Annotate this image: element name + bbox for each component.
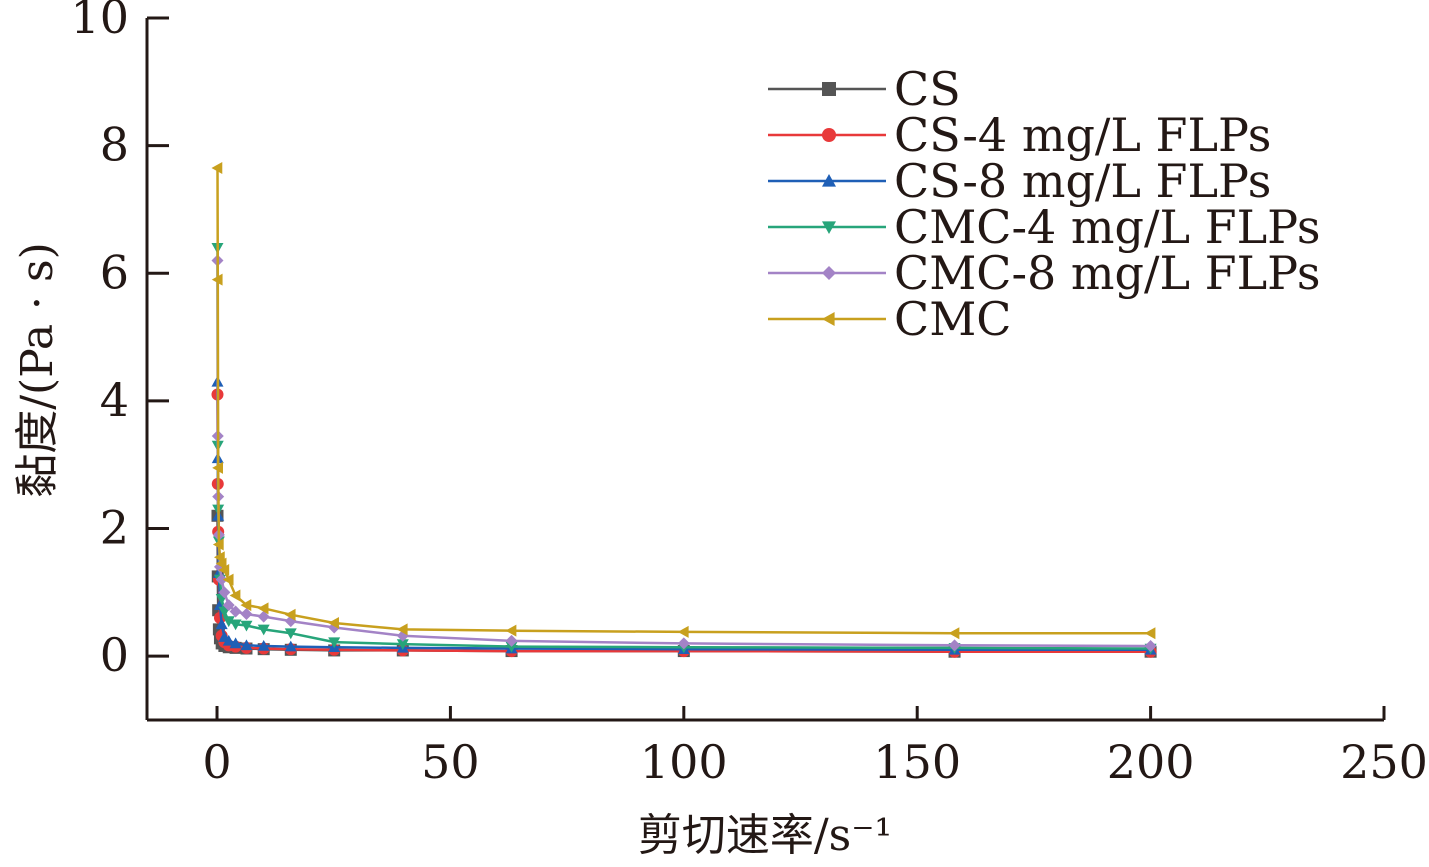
x-tick-label: 50 xyxy=(421,735,480,789)
data-point xyxy=(948,627,960,640)
data-point xyxy=(257,639,270,651)
x-tick-label: 0 xyxy=(202,735,231,789)
data-point xyxy=(822,174,836,187)
data-point xyxy=(257,610,270,623)
series-line xyxy=(216,167,1151,635)
x-tick-label: 150 xyxy=(873,735,961,789)
data-point xyxy=(822,128,836,142)
data-point xyxy=(215,573,228,586)
y-tick-label: 0 xyxy=(100,628,129,682)
legend-entry: CS-4 mg/L FLPs xyxy=(768,108,1271,162)
data-point xyxy=(505,624,517,637)
data-point xyxy=(222,599,235,612)
data-point xyxy=(284,628,297,640)
x-tick-label: 200 xyxy=(1107,735,1195,789)
series-cs-8-mg-l-flps xyxy=(211,375,1157,655)
data-point xyxy=(328,616,339,629)
data-point xyxy=(229,637,242,649)
x-tick-label: 250 xyxy=(1340,735,1428,789)
legend-entry: CMC-4 mg/L FLPs xyxy=(768,200,1320,254)
series-cmc-4-mg-l-flps xyxy=(211,242,1157,655)
series-cs-4-mg-l-flps xyxy=(211,388,1157,658)
series-line xyxy=(216,381,1151,652)
y-tick-label: 10 xyxy=(70,0,129,44)
data-point xyxy=(257,602,269,615)
data-point xyxy=(222,573,234,586)
data-point xyxy=(822,266,836,280)
y-tick-label: 4 xyxy=(100,373,129,427)
legend-label: CS xyxy=(894,62,961,116)
y-axis-label: 黏度/(Pa · s) xyxy=(12,242,63,498)
data-point xyxy=(229,605,242,618)
data-point xyxy=(257,624,270,636)
legend-label: CS-8 mg/L FLPs xyxy=(894,154,1271,208)
data-point xyxy=(229,589,241,602)
data-point xyxy=(212,461,223,474)
series-line xyxy=(216,394,1151,653)
data-point xyxy=(240,639,253,651)
data-point xyxy=(822,312,835,326)
legend-entry: CMC-8 mg/L FLPs xyxy=(768,246,1320,300)
data-point xyxy=(505,634,518,647)
y-tick-label: 6 xyxy=(100,245,129,299)
data-point xyxy=(328,637,341,649)
series-cmc xyxy=(211,161,1156,640)
data-point xyxy=(240,599,252,612)
legend-entry: CS-8 mg/L FLPs xyxy=(768,154,1271,208)
data-point xyxy=(1144,627,1156,640)
x-tick-label: 100 xyxy=(640,735,728,789)
data-point xyxy=(215,618,228,630)
data-point xyxy=(215,557,227,570)
data-point xyxy=(677,637,690,650)
data-point xyxy=(677,625,689,638)
data-point xyxy=(822,221,836,234)
series-cs xyxy=(211,509,1157,658)
data-point xyxy=(211,273,223,286)
data-point xyxy=(284,608,296,621)
data-point xyxy=(218,586,231,599)
data-point xyxy=(222,616,235,628)
data-point xyxy=(396,639,409,651)
legend-label: CMC-8 mg/L FLPs xyxy=(894,246,1320,300)
data-point xyxy=(212,538,224,551)
data-point xyxy=(1144,639,1157,652)
data-point xyxy=(229,619,242,631)
legend-entry: CMC xyxy=(768,292,1012,346)
data-point xyxy=(222,634,235,646)
legend-label: CMC-4 mg/L FLPs xyxy=(894,200,1320,254)
data-point xyxy=(822,82,836,96)
y-tick-label: 2 xyxy=(100,501,129,555)
y-tick-label: 8 xyxy=(100,118,129,172)
x-axis-label: 剪切速率/s⁻¹ xyxy=(638,810,892,861)
data-point xyxy=(505,641,518,653)
legend-label: CMC xyxy=(894,292,1012,346)
data-point xyxy=(211,161,223,174)
data-point xyxy=(948,639,961,652)
series-cmc-8-mg-l-flps xyxy=(211,254,1157,652)
series-layer xyxy=(211,161,1157,658)
data-point xyxy=(218,564,230,577)
data-point xyxy=(240,608,253,621)
data-point xyxy=(240,620,253,632)
data-point xyxy=(284,640,297,652)
legend-entry: CS xyxy=(768,62,961,116)
legend-label: CS-4 mg/L FLPs xyxy=(894,108,1271,162)
data-point xyxy=(396,623,408,636)
